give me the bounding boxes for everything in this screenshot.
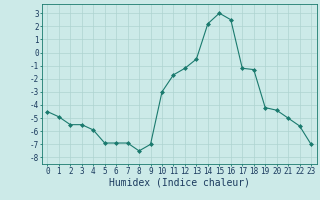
- X-axis label: Humidex (Indice chaleur): Humidex (Indice chaleur): [109, 177, 250, 187]
